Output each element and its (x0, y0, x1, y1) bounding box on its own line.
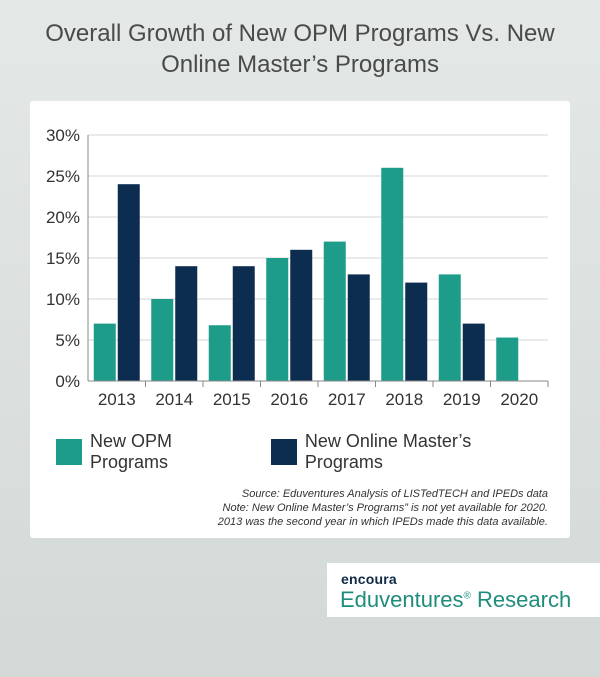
chart-title-line-2: Online Master’s Programs (161, 51, 439, 78)
availability-note: Note: New Online Master’s Programs” is n… (222, 502, 548, 514)
bar-masters (232, 266, 255, 381)
x-tick-label: 2019 (443, 390, 481, 409)
chart-title-line-1: Overall Growth of New OPM Programs Vs. N… (45, 20, 555, 47)
bar-opm (93, 323, 116, 381)
y-tick-label: 5% (55, 331, 80, 350)
legend-item-opm: New OPM Programs (56, 431, 255, 473)
legend-item-masters: New Online Master’s Programs (270, 431, 554, 473)
y-tick-label: 10% (46, 290, 80, 309)
research-suffix: Research (470, 587, 572, 612)
legend-swatch-masters (270, 439, 297, 465)
eduventures-research-logo-text: Eduventures® Research (340, 587, 571, 613)
y-tick-label: 0% (55, 372, 80, 391)
bar-opm (266, 258, 289, 381)
bar-chart: 0% 5% 10% 15% 20% 25% 30% 2013 2014 2015 2016 2017 2… (46, 126, 549, 409)
ipeds-note: 2013 was the second year in which IPEDs … (217, 516, 548, 528)
chart-card: 0% 5% 10% 15% 20% 25% 30% 2013 2014 2015 2016 2017 2… (30, 101, 570, 538)
bar-opm (323, 241, 346, 381)
bar-opm (496, 337, 519, 381)
bar-masters (117, 184, 140, 381)
chart-title: Overall Growth of New OPM Programs Vs. N… (0, 18, 600, 80)
brand-logo: encoura Eduventures® Research (327, 563, 600, 617)
x-tick-label: 2020 (500, 390, 538, 409)
registered-mark: ® (463, 590, 471, 602)
encoura-logo-text: encoura (341, 571, 397, 587)
x-tick-label: 2016 (270, 390, 308, 409)
legend-label-masters: New Online Master’s Programs (304, 431, 472, 472)
bar-masters (405, 282, 428, 381)
y-tick-label: 30% (46, 126, 80, 145)
x-tick-label: 2013 (98, 390, 136, 409)
source-note: Source: Eduventures Analysis of LISTedTE… (241, 488, 548, 500)
bar-opm (381, 167, 404, 381)
eduventures-name: Eduventures (340, 587, 464, 612)
legend: New OPM Programs New Online Master’s Pro… (56, 431, 570, 472)
x-tick-label: 2017 (328, 390, 366, 409)
bar-masters (290, 249, 313, 381)
bar-masters (175, 266, 198, 381)
legend-swatch-opm (56, 439, 82, 465)
bar-opm (438, 274, 461, 381)
y-tick-label: 20% (46, 208, 80, 227)
bar-opm (151, 299, 174, 381)
x-tick-label: 2014 (155, 390, 193, 409)
source-notes: Source: Eduventures Analysis of LISTedTE… (218, 487, 548, 529)
y-tick-label: 15% (46, 249, 80, 268)
legend-label-opm: New OPM Programs (89, 431, 172, 472)
y-tick-label: 25% (46, 167, 80, 186)
x-tick-label: 2018 (385, 390, 423, 409)
bar-masters (462, 323, 485, 381)
bar-masters (347, 274, 370, 381)
bar-opm (208, 325, 231, 381)
x-tick-label: 2015 (213, 390, 251, 409)
